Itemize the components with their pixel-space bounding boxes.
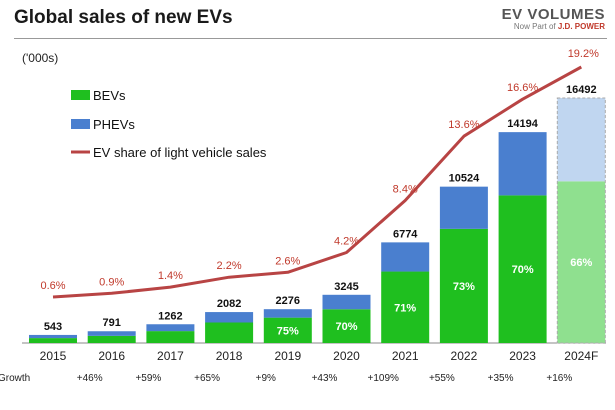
total-label-2022: 10524 [449,173,480,185]
ev-share-label-2018: 2.2% [217,260,242,272]
growth-label-2021: +109% [367,373,399,384]
total-label-2016: 791 [103,317,121,329]
bar-bev-2023 [498,195,547,343]
legend-label-phevs: PHEVs [93,117,135,132]
logo-tagline-brand: J.D. POWER [557,22,605,31]
bar-phev-2024F [557,98,606,182]
x-tick-label-2021: 2021 [392,349,419,363]
ev-share-label-2016: 0.9% [99,276,124,288]
growth-label-2018: +65% [194,373,220,384]
ev-share-label-2021: 8.4% [393,184,418,196]
bar-bev-2018 [205,322,254,343]
legend-label-ev-share: EV share of light vehicle sales [93,145,267,160]
bar-phev-2015 [29,334,77,339]
total-label-2015: 543 [44,321,62,333]
bar-bev-2019 [263,317,312,343]
ev-share-label-2020: 4.2% [334,235,359,247]
bar-bev-2017 [146,331,195,343]
bar-phev-2017 [146,324,195,332]
bar-phev-2022 [439,186,488,229]
total-label-2020: 3245 [334,281,358,293]
x-tick-label-2016: 2016 [98,349,125,363]
logo-wordmark: EV VOLUMES [501,6,605,23]
units-label: ('000s) [22,51,59,65]
ev-share-label-2015: 0.6% [40,280,65,292]
forecast-bar-outline [556,97,606,344]
total-label-2017: 1262 [158,310,182,322]
bev-share-label-2024F: 66% [570,257,592,269]
legend-label-bevs: BEVs [93,88,126,103]
total-label-2021: 6774 [393,228,418,240]
growth-label-2020: +43% [312,373,338,384]
ev-share-label-2024F: 19.2% [568,48,599,60]
growth-label-2022: +55% [429,373,455,384]
x-tick-label-2023: 2023 [509,349,536,363]
ev-share-label-2023: 16.6% [507,82,538,94]
ev-share-label-2017: 1.4% [158,270,183,282]
bar-bev-2024F [557,181,606,343]
growth-label-2019: +9% [256,373,276,384]
legend-swatch-phevs [71,119,90,129]
bev-share-label-2023: 70% [512,264,534,276]
x-tick-label-2020: 2020 [333,349,360,363]
bar-phev-2023 [498,132,547,196]
total-label-2019: 2276 [276,295,300,307]
ev-share-label-2022: 13.6% [448,119,479,131]
bar-bev-2020 [322,309,371,343]
growth-label-2017: +59% [135,373,161,384]
bar-phev-2021 [381,242,430,272]
total-label-2018: 2082 [217,298,241,310]
bev-share-label-2019: 75% [277,325,299,337]
x-tick-label-2019: 2019 [274,349,301,363]
x-tick-label-2024F: 2024F [564,349,598,363]
bar-phev-2019 [263,309,312,318]
x-tick-label-2022: 2022 [451,349,478,363]
x-tick-label-2015: 2015 [40,349,67,363]
bar-bev-2015 [29,338,77,343]
ev-share-line [52,65,583,299]
legend-swatch-bevs [71,90,90,100]
logo-tagline: Now Part of J.D. POWER [502,22,605,31]
bar-phev-2016 [87,331,136,336]
total-label-2023: 14194 [507,118,538,130]
bev-share-label-2021: 71% [394,302,416,314]
ev-share-label-2019: 2.6% [275,255,300,267]
total-label-2024F: 16492 [566,84,597,96]
growth-label-2024F: +16% [546,373,572,384]
x-tick-label-2017: 2017 [157,349,184,363]
chart-title: Global sales of new EVs [14,7,233,28]
bev-share-label-2020: 70% [335,321,357,333]
x-tick-label-2018: 2018 [216,349,243,363]
header-rule [14,38,607,39]
brand-logo: EV VOLUMES Now Part of J.D. POWER [502,6,605,31]
bar-bev-2016 [87,335,136,343]
growth-label-2023: +35% [488,373,514,384]
logo-tagline-prefix: Now Part of [513,22,558,31]
bar-bev-2022 [439,228,488,343]
bar-bev-2021 [381,271,430,343]
growth-label-2016: +46% [77,373,103,384]
bar-phev-2018 [205,312,254,323]
growth-row-label: Growth [0,373,30,384]
bev-share-label-2022: 73% [453,281,475,293]
bar-phev-2020 [322,294,371,310]
